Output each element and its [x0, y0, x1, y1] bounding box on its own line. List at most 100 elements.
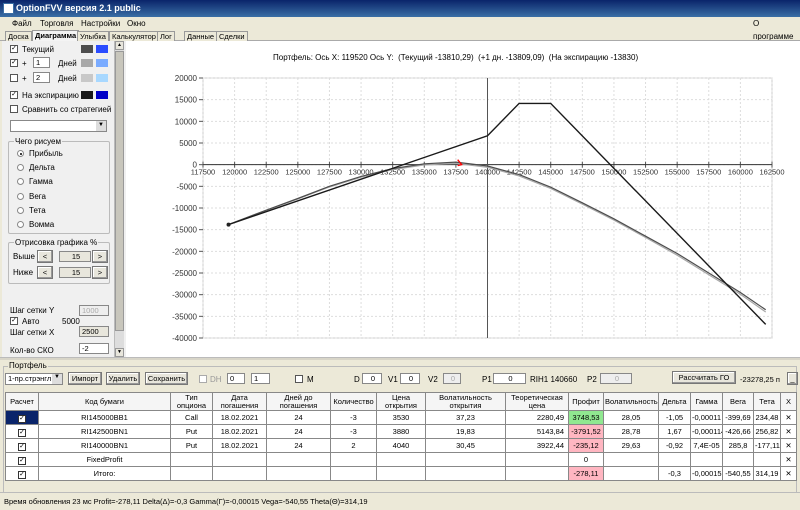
calc-go-button[interactable]: Рассчитать ГО [672, 371, 736, 384]
tab-data[interactable]: Данные [184, 31, 218, 41]
menu-about[interactable]: О программе [753, 19, 794, 41]
column-header[interactable]: Тип опциона [170, 392, 213, 411]
column-header[interactable]: Расчет [5, 392, 39, 411]
table-row[interactable]: ✓ RI145000BB1 Call 18.02.2021 24 -3 3530 37,23 2… [5, 410, 797, 425]
remove-row-button[interactable]: ✕ [780, 438, 797, 453]
day2-color-swatch-alt[interactable] [96, 74, 108, 82]
current-color-swatch[interactable] [81, 45, 93, 53]
scroll-up-icon[interactable]: ▲ [115, 41, 124, 50]
splitter[interactable] [0, 357, 800, 360]
radio-profit[interactable] [17, 150, 24, 157]
calc-cell[interactable]: ✓ [5, 424, 39, 439]
save-button[interactable]: Сохранить [145, 372, 188, 385]
minimize-button[interactable]: _ [787, 372, 798, 385]
grid-x-input[interactable]: 2500 [79, 326, 109, 337]
spin1-input[interactable]: 0 [227, 373, 245, 384]
day1-input[interactable]: 1 [33, 57, 50, 68]
below-value[interactable]: 15 [59, 267, 91, 278]
scroll-down-icon[interactable]: ▼ [115, 348, 124, 357]
column-header[interactable]: Тета [753, 392, 781, 411]
above-value[interactable]: 15 [59, 251, 91, 262]
current-color-swatch-alt[interactable] [96, 45, 108, 53]
day2-color-swatch[interactable] [81, 74, 93, 82]
v2-input[interactable]: 0 [443, 373, 461, 384]
table-row[interactable]: ✓ RI140000BN1 Put 18.02.2021 24 2 4040 30,45 392… [5, 438, 797, 453]
calc-checkbox[interactable]: ✓ [18, 470, 26, 479]
tab-board[interactable]: Доска [5, 31, 32, 41]
delete-button[interactable]: Удалить [106, 372, 140, 385]
calc-cell[interactable]: ✓ [5, 466, 39, 481]
remove-row-button[interactable]: ✕ [780, 452, 797, 467]
table-row[interactable]: ✓ RI142500BN1 Put 18.02.2021 24 -3 3880 19,83 51… [5, 424, 797, 439]
day1-checkbox[interactable]: ✓ [10, 59, 18, 67]
payoff-chart[interactable]: 117500 120000 122500 125000 127500 130000 1325… [126, 41, 800, 357]
current-checkbox[interactable]: ✓ [10, 45, 18, 53]
above-increase-button[interactable]: > [92, 250, 108, 263]
column-header[interactable]: Вега [722, 392, 754, 411]
table-row[interactable]: ✓ Итого: -278,11 -0,3 -0,00015 -540,55 314,19 ✕ [5, 466, 797, 481]
above-decrease-button[interactable]: < [37, 250, 53, 263]
import-button[interactable]: Импорт [68, 372, 102, 385]
dh-checkbox[interactable] [199, 375, 207, 383]
calc-checkbox[interactable]: ✓ [18, 414, 26, 423]
column-header[interactable]: Код бумаги [38, 392, 171, 411]
p1-input[interactable]: 0 [493, 373, 526, 384]
calc-checkbox[interactable]: ✓ [18, 442, 26, 451]
menu-window[interactable]: Окно [127, 19, 146, 28]
radio-gamma[interactable] [17, 178, 24, 185]
column-header[interactable]: Дата погашения [212, 392, 267, 411]
m-checkbox[interactable] [295, 375, 303, 383]
sko-input[interactable]: -2 [79, 343, 109, 354]
radio-vega[interactable] [17, 193, 24, 200]
auto-checkbox[interactable]: ✓ [10, 317, 18, 325]
scroll-thumb[interactable] [115, 51, 124, 331]
p2-input[interactable]: 0 [600, 373, 632, 384]
v1-input[interactable]: 0 [400, 373, 420, 384]
remove-row-button[interactable]: ✕ [780, 424, 797, 439]
column-header[interactable]: Волатильность [603, 392, 659, 411]
compare-strategy-select[interactable]: ▼ [10, 120, 107, 132]
remove-row-button[interactable]: ✕ [780, 410, 797, 425]
radio-theta[interactable] [17, 207, 24, 214]
below-increase-button[interactable]: > [92, 266, 108, 279]
expiry-color-swatch[interactable] [81, 91, 93, 99]
radio-vomma[interactable] [17, 221, 24, 228]
day1-color-swatch-alt[interactable] [96, 59, 108, 67]
calc-checkbox[interactable]: ✓ [18, 428, 26, 437]
strategy-select[interactable]: 1-пр.стрэнгл [5, 373, 63, 385]
radio-delta[interactable] [17, 164, 24, 171]
column-header[interactable]: Дней до погашения [266, 392, 331, 411]
column-header[interactable]: Цена открытия [376, 392, 426, 411]
tab-smile[interactable]: Улыбка [77, 31, 109, 41]
menu-settings[interactable]: Настройки [81, 19, 121, 28]
day2-input[interactable]: 2 [33, 72, 50, 83]
day2-checkbox[interactable] [10, 74, 18, 82]
column-header[interactable]: X [780, 392, 797, 411]
calc-checkbox[interactable]: ✓ [18, 456, 26, 465]
tab-calculator[interactable]: Калькулятор [109, 31, 159, 41]
column-header[interactable]: Профит [568, 392, 604, 411]
column-header[interactable]: Количество [330, 392, 377, 411]
day1-color-swatch[interactable] [81, 59, 93, 67]
grid-y-input[interactable]: 1000 [79, 305, 109, 316]
compare-checkbox[interactable] [10, 105, 18, 113]
remove-row-button[interactable]: ✕ [780, 466, 797, 481]
column-header[interactable]: Гамма [690, 392, 723, 411]
column-header[interactable]: Волатильность открытия [425, 392, 506, 411]
calc-cell[interactable]: ✓ [5, 438, 39, 453]
d-input[interactable]: 0 [362, 373, 382, 384]
left-panel-scrollbar[interactable]: ▲ ▼ [114, 41, 124, 357]
tab-deals[interactable]: Сделки [216, 31, 248, 41]
expiry-color-swatch-alt[interactable] [96, 91, 108, 99]
menu-trade[interactable]: Торговля [40, 19, 74, 28]
expiry-checkbox[interactable]: ✓ [10, 91, 18, 99]
calc-cell[interactable]: ✓ [5, 452, 39, 467]
table-row[interactable]: ✓ FixedProfit 0 ✕ [5, 452, 797, 467]
calc-cell[interactable]: ✓ [5, 410, 39, 425]
column-header[interactable]: Дельта [658, 392, 691, 411]
menu-file[interactable]: Файл [12, 19, 32, 28]
spin2-input[interactable]: 1 [251, 373, 270, 384]
tab-log[interactable]: Лог [157, 31, 175, 41]
column-header[interactable]: Теоретическая цена [505, 392, 569, 411]
below-decrease-button[interactable]: < [37, 266, 53, 279]
